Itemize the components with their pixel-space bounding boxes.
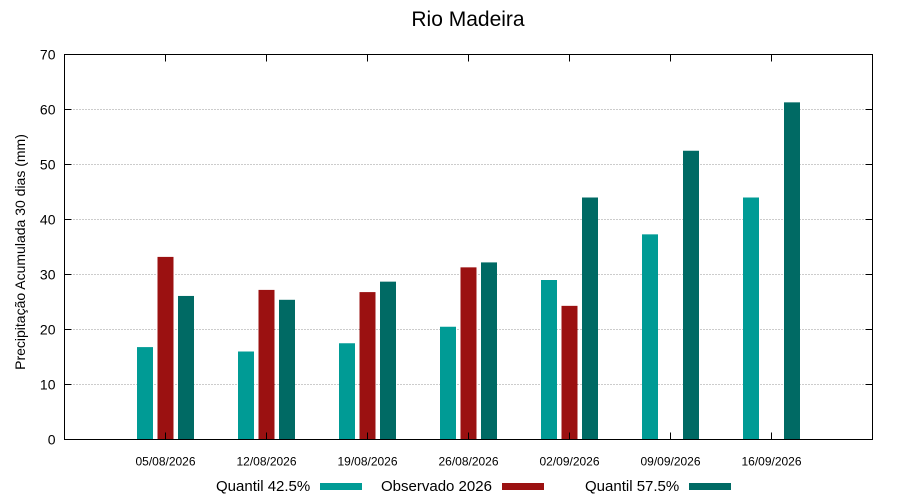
legend: Quantil 42.5% Observado 2026 Quantil 57.…	[0, 474, 900, 498]
bar	[238, 351, 254, 440]
legend-item-observado: Observado 2026	[381, 474, 544, 498]
bar	[481, 262, 497, 440]
bar	[178, 295, 194, 440]
bar	[440, 326, 456, 440]
legend-swatch	[320, 482, 363, 490]
legend-label: Quantil 57.5%	[585, 477, 680, 495]
x-tick-label: 16/09/2026	[741, 455, 801, 469]
legend-swatch	[689, 482, 732, 490]
y-tick-label: 0	[48, 432, 56, 448]
bar	[683, 150, 699, 440]
y-tick-label: 50	[40, 157, 56, 173]
y-axis: 0 10 20 30 40 50 60 70	[40, 47, 873, 448]
x-tick-label: 19/08/2026	[337, 455, 397, 469]
chart-title: Rio Madeira	[411, 8, 525, 31]
bar	[582, 197, 598, 440]
bar	[460, 267, 477, 440]
x-tick-label: 26/08/2026	[438, 455, 498, 469]
bar	[784, 102, 800, 440]
y-tick-label: 60	[40, 102, 56, 118]
x-tick-label: 09/09/2026	[640, 455, 700, 469]
bar	[359, 292, 376, 440]
bar	[743, 197, 759, 440]
legend-item-quantil-57: Quantil 57.5%	[585, 474, 732, 498]
bar	[380, 281, 396, 440]
x-axis: 05/08/2026 12/08/2026 19/08/2026 26/08/2026…	[135, 54, 802, 469]
x-tick-label: 12/08/2026	[236, 455, 296, 469]
y-axis-label: Precipitação Acumulada 30 dias (mm)	[12, 134, 28, 370]
y-tick-label: 10	[40, 377, 56, 393]
y-tick-label: 40	[40, 212, 56, 228]
y-tick-label: 70	[40, 47, 56, 63]
bar	[642, 234, 658, 440]
bar	[258, 289, 275, 440]
y-tick-label: 20	[40, 322, 56, 338]
bar	[339, 343, 355, 440]
bar	[157, 256, 174, 440]
y-tick-label: 30	[40, 267, 56, 283]
legend-label: Observado 2026	[381, 477, 492, 495]
bar	[541, 280, 557, 440]
x-tick-label: 02/09/2026	[539, 455, 599, 469]
bars	[137, 102, 800, 440]
bar	[137, 347, 153, 440]
bar	[561, 305, 578, 440]
legend-swatch	[501, 482, 544, 490]
legend-item-quantil-42: Quantil 42.5%	[216, 474, 363, 498]
bar	[279, 299, 295, 440]
legend-label: Quantil 42.5%	[216, 477, 311, 495]
x-tick-label: 05/08/2026	[135, 455, 195, 469]
